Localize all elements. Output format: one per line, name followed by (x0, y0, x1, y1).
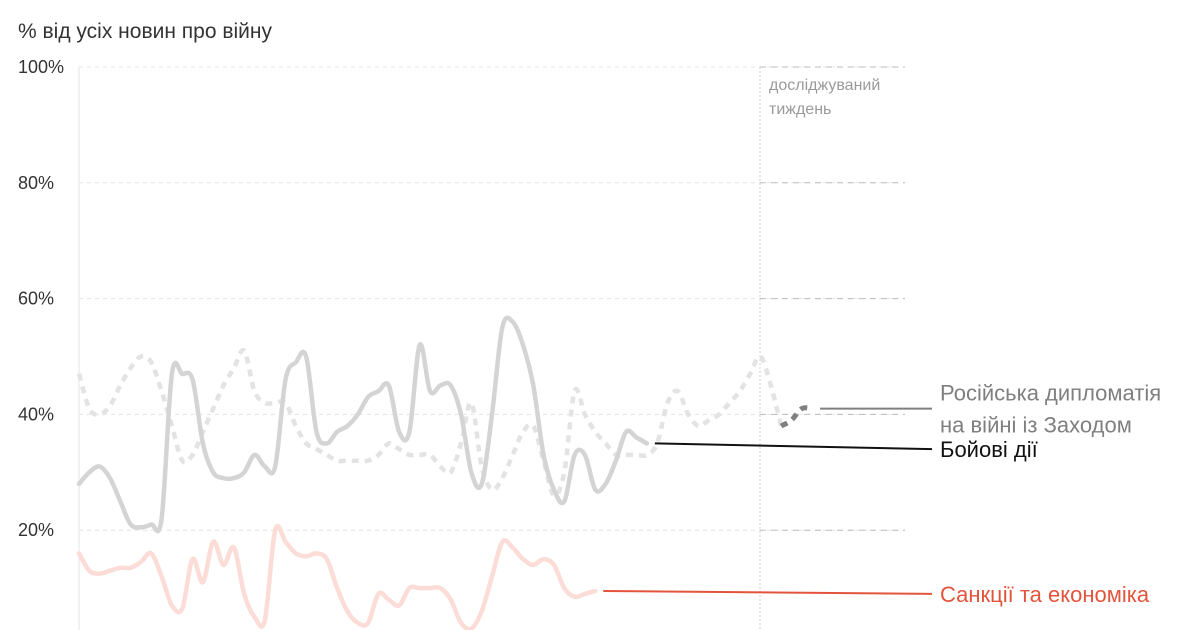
series-label-sanctions: Санкції та економіка (603, 582, 1150, 607)
y-tick-label-80: 80% (18, 173, 54, 193)
y-tick-label-40: 40% (18, 404, 54, 424)
series-label-combat: Бойові дії (654, 437, 1038, 462)
series-label-combat-line-1: Бойові дії (940, 437, 1038, 462)
series-diplomacy-highlight-line (779, 405, 813, 429)
series-labels: Російська дипломатія на війні із ЗаходомБ… (603, 381, 1161, 607)
series-leader-combat (654, 442, 933, 451)
highlight-annotation: досліджуваний тиждень (769, 77, 880, 118)
y-axis-title: % від усіх новин про війну (18, 20, 272, 43)
series-lines (76, 315, 813, 630)
y-tick-label-60: 60% (18, 289, 54, 309)
series-sanctions-faded-line (76, 523, 598, 630)
highlight-annotation-line-1: досліджуваний (769, 77, 880, 94)
y-tick-label-100: 100% (18, 57, 64, 77)
series-label-diplomacy-line-1: Російська дипломатія (940, 381, 1161, 406)
y-tick-label-20: 20% (18, 520, 54, 540)
gridlines (79, 66, 905, 531)
series-label-diplomacy-line-2: на війні із Заходом (940, 413, 1132, 438)
y-tick-labels: 20% 40% 60% 80% 100% (18, 57, 64, 540)
series-label-diplomacy: Російська дипломатія на війні із Заходом (820, 381, 1161, 438)
series-diplomacy-faded-line (76, 347, 784, 499)
series-combat-faded-line (76, 315, 650, 534)
series-label-sanctions-line-1: Санкції та економіка (940, 582, 1150, 607)
highlight-annotation-line-2: тиждень (769, 101, 831, 118)
series-leader-sanctions (603, 589, 933, 595)
